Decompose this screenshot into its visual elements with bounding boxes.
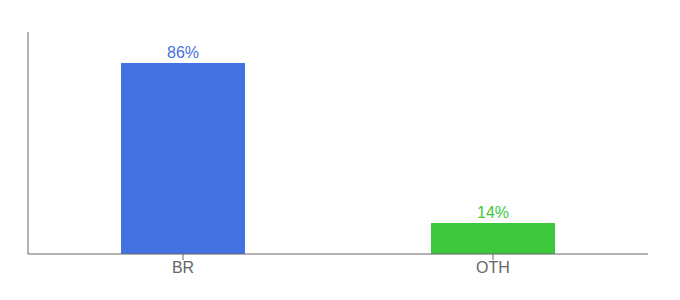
svg-text:86%: 86% [167,44,199,61]
svg-text:OTH: OTH [476,259,510,276]
svg-text:BR: BR [172,259,194,276]
svg-text:14%: 14% [477,204,509,221]
